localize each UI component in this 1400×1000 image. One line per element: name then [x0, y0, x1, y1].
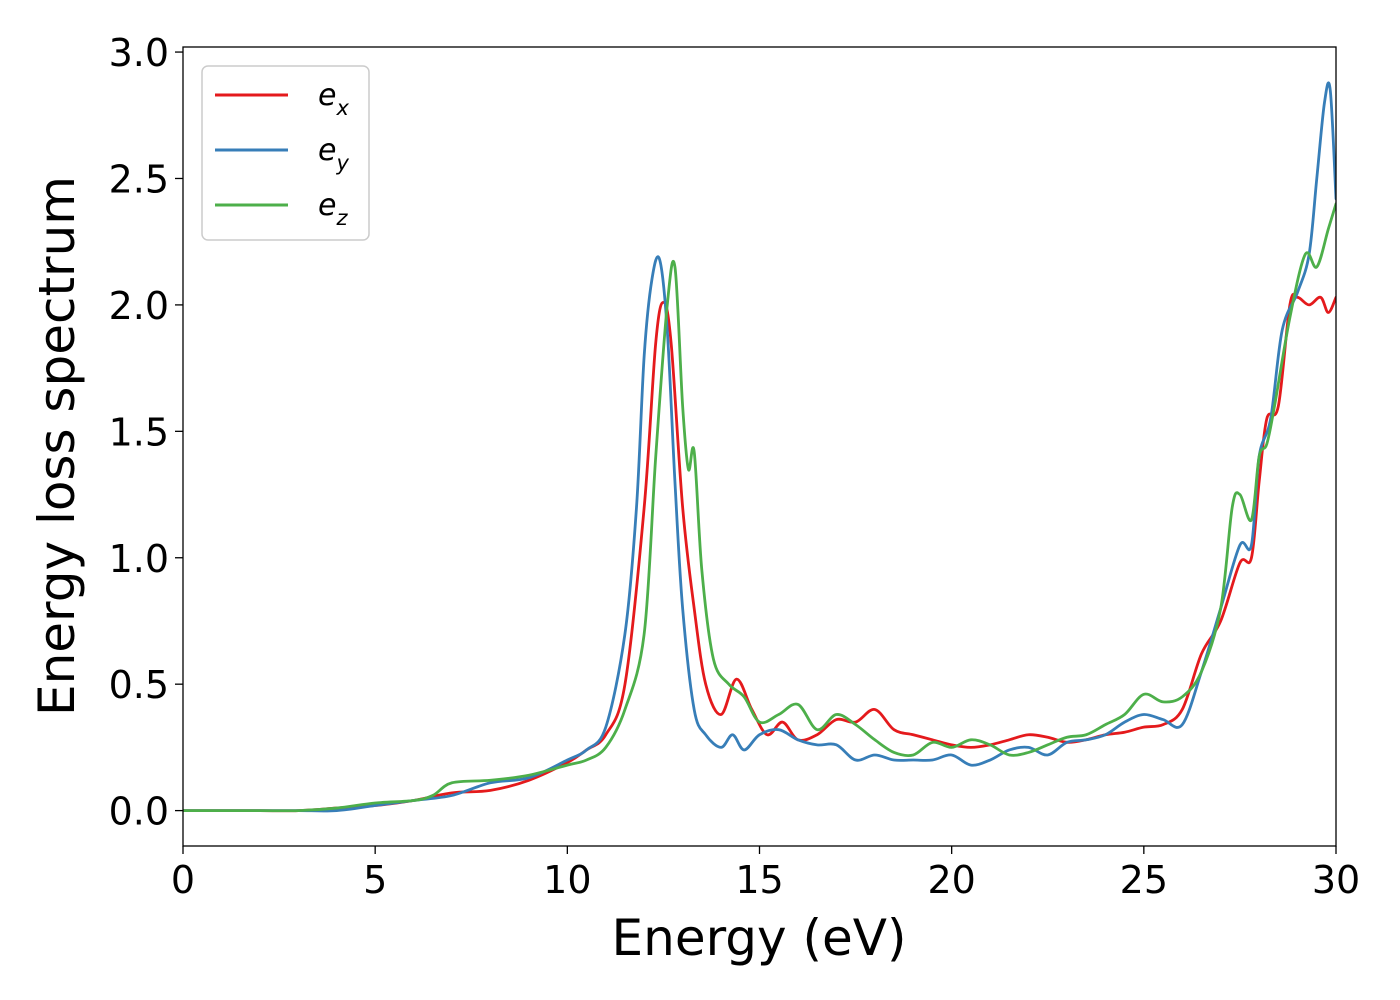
x-tick-label: 10 [543, 858, 591, 902]
y-axis: 0.0 0.5 1.0 1.5 2.0 2.5 3.0 [109, 31, 183, 834]
legend-label-x: ex [318, 78, 349, 120]
y-tick-label: 2.0 [109, 284, 169, 328]
legend-label-y: ey [318, 133, 349, 175]
y-tick-label: 2.5 [109, 157, 169, 201]
y-tick-label: 1.5 [109, 410, 169, 454]
x-axis: 0 5 10 15 20 25 30 [171, 846, 1360, 902]
y-tick-label: 0.0 [109, 790, 169, 834]
y-tick-label: 1.0 [109, 537, 169, 581]
legend-label-base: e [318, 133, 336, 168]
legend-label-base: e [318, 78, 336, 113]
y-tick-label: 3.0 [109, 31, 169, 75]
x-tick-label: 25 [1120, 858, 1168, 902]
legend-label-base: e [318, 188, 336, 223]
y-axis-label: Energy loss spectrum [28, 176, 86, 716]
legend-label-subscript: z [335, 206, 348, 230]
x-tick-label: 0 [171, 858, 195, 902]
series-line-y [183, 81, 1336, 813]
x-tick-label: 15 [735, 858, 783, 902]
x-tick-label: 20 [927, 858, 975, 902]
legend-label-z: ez [318, 188, 348, 230]
legend-label-subscript: x [335, 96, 349, 120]
legend-box [201, 65, 370, 241]
legend-label-subscript: y [335, 151, 349, 175]
y-tick-label: 0.5 [109, 663, 169, 707]
x-tick-label: 30 [1312, 858, 1360, 902]
x-tick-label: 5 [363, 858, 387, 902]
series-layer [183, 81, 1336, 813]
x-axis-label: Energy (eV) [612, 909, 907, 967]
series-line-z [183, 202, 1336, 813]
